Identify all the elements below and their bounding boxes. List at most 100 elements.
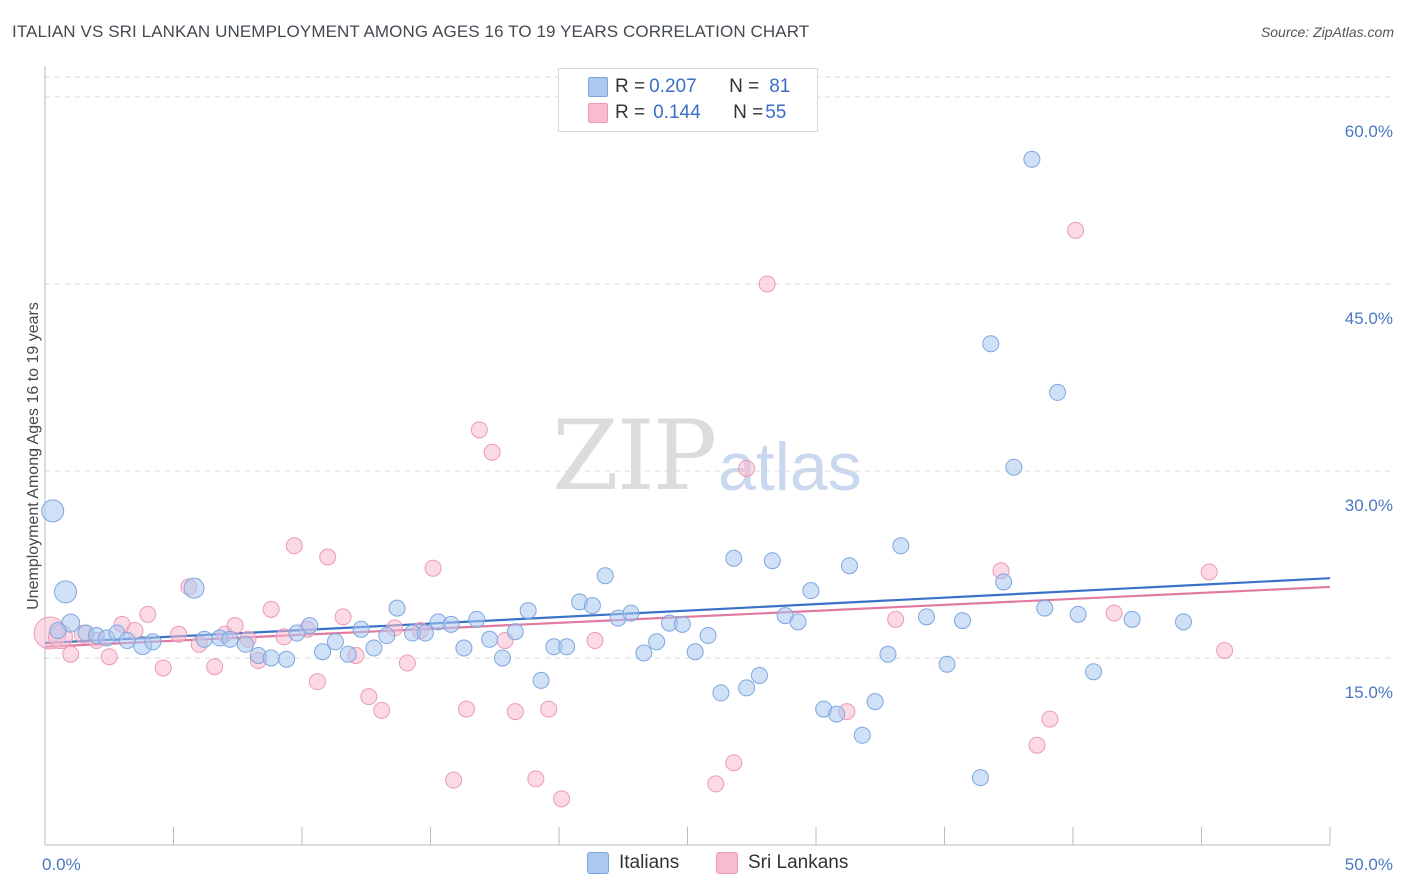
srilankans-point-34 — [470, 421, 488, 439]
srilankans-point-38 — [527, 770, 545, 788]
italians-legend-swatch — [587, 852, 609, 874]
srilankans-legend-swatch — [716, 852, 738, 874]
italians-point-34 — [493, 649, 511, 667]
italians-point-13 — [221, 630, 239, 648]
italians-point-23 — [352, 620, 370, 638]
italians-point-19 — [301, 617, 319, 635]
italians-r-value: 0.207 — [649, 76, 697, 97]
italians-point-58 — [802, 582, 820, 600]
italians-point-21 — [326, 633, 344, 651]
grid-lines — [45, 76, 1395, 659]
srilankans-point-44 — [738, 459, 756, 477]
srilankans-point-50 — [1041, 710, 1059, 728]
x-tick-label-1: 50.0% — [1345, 855, 1393, 874]
italians-legend-label: Italians — [619, 852, 680, 873]
italians-point-32 — [468, 610, 486, 628]
srilankans-point-23 — [319, 548, 337, 566]
italians-point-7 — [118, 632, 136, 650]
italians-point-28 — [416, 624, 434, 642]
italians-point-1 — [54, 580, 78, 604]
srilankans-point-43 — [725, 754, 743, 772]
srilankans-point-22 — [308, 673, 326, 691]
y-tick-label-3: 60.0% — [1345, 122, 1393, 141]
srilankans-point-53 — [1200, 563, 1218, 581]
srilankans-legend-label: Sri Lankans — [748, 852, 849, 873]
srilankans-point-54 — [1216, 642, 1234, 660]
srilankans-point-13 — [206, 658, 224, 676]
srilankans-point-2 — [62, 645, 80, 663]
italians-point-9 — [144, 633, 162, 651]
italians-point-52 — [725, 549, 743, 567]
italians-point-17 — [278, 650, 296, 668]
italians-point-0 — [41, 499, 65, 523]
italians-point-63 — [866, 693, 884, 711]
srilankans-point-35 — [483, 443, 501, 461]
trend-line-1 — [44, 585, 1331, 648]
chart-title: ITALIAN VS SRI LANKAN UNEMPLOYMENT AMONG… — [12, 22, 810, 41]
axes — [44, 66, 1331, 846]
italians-point-78 — [1123, 610, 1141, 628]
tick-labels: 15.0% 30.0% 45.0% 60.0% 0.0% 50.0% — [42, 122, 1393, 874]
srilankans-point-26 — [360, 688, 378, 706]
y-tick-label-1: 30.0% — [1345, 496, 1393, 515]
srilankans-point-5 — [100, 648, 118, 666]
srilankans-swatch — [588, 103, 608, 123]
srilankans-point-33 — [457, 700, 475, 718]
srilankans-point-45 — [758, 275, 776, 293]
italians-point-35 — [506, 623, 524, 641]
srilankans-point-51 — [1067, 221, 1085, 239]
series-legend: Italians Sri Lankans — [0, 852, 1406, 876]
italians-point-57 — [789, 613, 807, 631]
italians-point-69 — [971, 769, 989, 787]
italians-point-74 — [1036, 599, 1054, 617]
italians-point-41 — [583, 597, 601, 615]
watermark-zip: ZIP — [552, 400, 717, 512]
italians-point-36 — [519, 602, 537, 620]
italians-point-42 — [596, 567, 614, 585]
italians-point-18 — [288, 624, 306, 642]
italians-point-45 — [635, 644, 653, 662]
italians-point-51 — [712, 684, 730, 702]
legend-item-italians: Italians — [587, 852, 679, 874]
italians-point-60 — [828, 705, 846, 723]
srilankans-n-value: 55 — [765, 102, 787, 123]
italians-point-48 — [673, 615, 691, 633]
italians-point-10 — [183, 577, 205, 599]
chart-source: Source: ZipAtlas.com — [1260, 24, 1394, 40]
italians-point-70 — [982, 335, 1000, 353]
italians-point-16 — [262, 649, 280, 667]
italians-point-75 — [1049, 383, 1067, 401]
italians-point-80 — [49, 622, 67, 640]
srilankans-n-label: N = — [733, 102, 764, 123]
trend-line-0 — [44, 577, 1331, 645]
italians-point-64 — [879, 645, 897, 663]
srilankans-point-29 — [398, 654, 416, 672]
srilankans-point-37 — [506, 703, 524, 721]
srilankans-point-20 — [285, 537, 303, 555]
italians-point-77 — [1085, 663, 1103, 681]
italians-point-55 — [763, 552, 781, 570]
italians-point-33 — [481, 630, 499, 648]
italians-point-14 — [236, 635, 254, 653]
italians-r-label: R = — [615, 76, 646, 97]
srilankans-point-31 — [424, 559, 442, 577]
italians-point-68 — [953, 612, 971, 630]
srilankans-point-8 — [139, 605, 157, 623]
srilankans-r-value: 0.144 — [653, 102, 701, 123]
italians-point-50 — [699, 627, 717, 645]
x-tick-label-0: 0.0% — [42, 855, 81, 874]
srilankans-point-9 — [154, 659, 172, 677]
italians-point-24 — [365, 639, 383, 657]
italians-n-value: 81 — [769, 76, 791, 97]
correlation-legend: R = 0.207 N = 81 R = 0.144 N = 55 — [558, 68, 818, 132]
srilankans-point-52 — [1105, 604, 1123, 622]
italians-point-37 — [532, 671, 550, 689]
italians-point-26 — [388, 599, 406, 617]
italians-n-label: N = — [729, 76, 760, 97]
italians-point-61 — [840, 557, 858, 575]
italians-point-44 — [622, 604, 640, 622]
italians-point-65 — [892, 537, 910, 555]
italians-point-25 — [378, 627, 396, 645]
italians-point-71 — [995, 573, 1013, 591]
srilankans-point-10 — [170, 625, 188, 643]
